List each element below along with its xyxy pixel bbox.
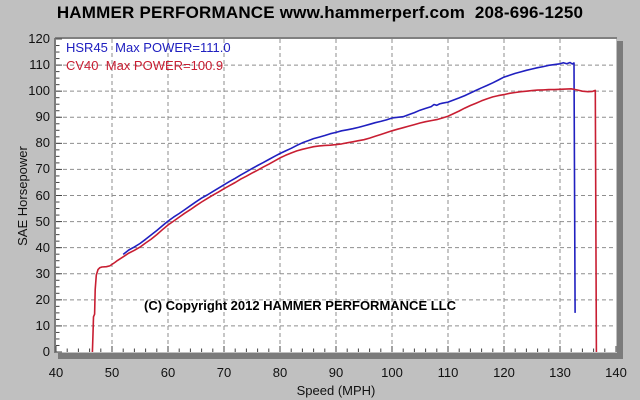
x-tick-label: 140 — [605, 365, 627, 380]
y-tick-label: 10 — [35, 317, 50, 333]
x-tick-label: 120 — [493, 365, 515, 380]
x-axis-label: Speed (MPH) — [296, 383, 376, 398]
x-tick-label: 110 — [437, 365, 459, 380]
legend-hsr45: HSR45 Max POWER=111.0 — [66, 40, 231, 55]
y-tick-label: 50 — [35, 213, 50, 229]
y-tick-label: 120 — [28, 31, 50, 46]
x-tick-label: 130 — [549, 365, 571, 380]
x-tick-label: 70 — [216, 365, 232, 380]
plot-border-right — [617, 41, 623, 359]
x-tick-label: 40 — [48, 365, 64, 380]
cv40-curve — [91, 88, 598, 353]
y-tick-label: 110 — [29, 57, 50, 73]
copyright-text: (C) Copyright 2012 HAMMER PERFORMANCE LL… — [143, 298, 456, 313]
y-tick-label: 90 — [35, 109, 50, 125]
x-tick-label: 100 — [381, 365, 403, 380]
x-tick-label: 50 — [104, 365, 120, 380]
legend-cv40: CV40 Max POWER=100.9 — [66, 58, 224, 73]
hsr45-curve — [122, 61, 576, 313]
x-tick-label: 90 — [328, 365, 344, 380]
x-tick-label: 80 — [272, 365, 288, 380]
y-tick-label: 70 — [35, 161, 50, 177]
y-tick-label: 60 — [35, 187, 50, 203]
y-tick-label: 40 — [35, 239, 50, 255]
page-title: HAMMER PERFORMANCE www.hammerperf.com 20… — [56, 3, 584, 22]
y-tick-label: 80 — [35, 135, 50, 151]
y-tick-label: 100 — [28, 83, 50, 99]
y-tick-label: 0 — [42, 344, 50, 359]
y-tick-label: 30 — [35, 265, 50, 281]
plot-border-bottom — [58, 353, 623, 359]
y-tick-label: 20 — [35, 291, 50, 307]
x-tick-label: 60 — [160, 365, 176, 380]
